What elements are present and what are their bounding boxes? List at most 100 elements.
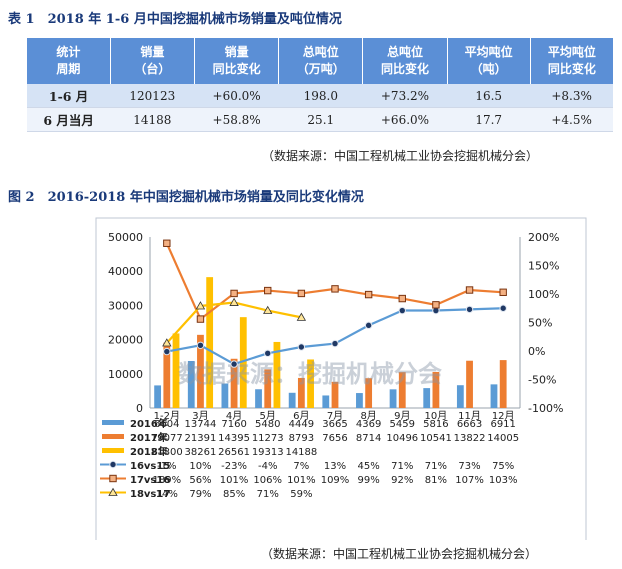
chart-bars <box>154 277 507 408</box>
x-tick-label: 6月 <box>293 410 309 422</box>
table1-source-note: （数据来源：中国工程机械工业协会挖掘机械分会） <box>262 149 539 163</box>
data-label: 109% <box>321 475 350 486</box>
table-row: 6 月当月 14188 +58.8% 25.1 +66.0% 17.7 +4.5… <box>27 107 613 132</box>
marker-17vs16 <box>230 289 238 298</box>
x-tick-label: 7月 <box>327 410 343 422</box>
table1-title: 表 1 2018 年 1-6 月中国挖掘机械市场销量及吨位情况 <box>8 12 342 27</box>
data-label: 5480 <box>255 419 280 430</box>
data-label: 6663 <box>457 419 482 430</box>
sales-table: 统计 周期 销量 （台） 销量 同比变化 总吨位 （万吨） 总吨位 同比变化 平均吨位 （吨… <box>27 38 613 132</box>
table-cell: +73.2% <box>362 84 448 108</box>
col-header-avg-tonnage-yoy: 平均吨位 同比变化 <box>530 38 613 84</box>
data-label: 7160 <box>221 419 246 430</box>
y-tick-label: 0 <box>136 402 143 415</box>
legend-label: 2017年 <box>130 431 168 444</box>
data-label: 8793 <box>289 433 314 444</box>
marker-18vs17 <box>296 312 307 321</box>
figure2-title: 图 2 2016-2018 年中国挖掘机械市场销量及同比变化情况 <box>8 190 364 205</box>
table-cell: 25.1 <box>278 107 363 132</box>
y2-tick-label: 150% <box>528 260 559 273</box>
table-cell: 16.5 <box>447 84 531 108</box>
data-label: 81% <box>425 475 447 486</box>
bar-2018年 <box>273 341 281 408</box>
col-header-sales: 销量 （台） <box>110 38 195 84</box>
y2-tick-label: 200% <box>528 231 559 244</box>
bar-2016年 <box>322 395 330 408</box>
marker-16vs15 <box>297 343 306 351</box>
legend-key-2017年 <box>102 434 124 439</box>
marker-16vs15 <box>364 321 373 330</box>
bar-2017年 <box>432 371 440 408</box>
bar-2016年 <box>490 384 498 408</box>
bar-2016年 <box>356 393 363 408</box>
col-header-tonnage: 总吨位 （万吨） <box>278 38 364 84</box>
data-label: 99% <box>358 475 380 486</box>
marker-16vs15 <box>398 306 406 315</box>
data-label: 107% <box>455 475 484 486</box>
y2-tick-label: -100% <box>528 402 563 415</box>
marker-17vs16 <box>109 474 117 483</box>
data-label: 26561 <box>218 447 250 458</box>
marker-18vs17 <box>108 487 118 496</box>
sales-chart: 0 10000 20000 30000 40000 50000 -100% -50% 0% 50%… <box>95 217 587 540</box>
marker-17vs16 <box>499 288 507 296</box>
bar-2016年 <box>456 385 464 408</box>
y2-tick-label: 50% <box>528 317 552 330</box>
x-tick-label: 5月 <box>260 410 276 422</box>
data-label: 14% <box>156 489 178 500</box>
bar-2016年 <box>255 389 262 408</box>
y-tick-label: 30000 <box>108 299 143 312</box>
y2-tick-label: 100% <box>528 288 559 301</box>
bar-2017年 <box>365 378 373 408</box>
table-header-row: 统计 周期 销量 （台） 销量 同比变化 总吨位 （万吨） 总吨位 同比变化 平均吨位 （吨… <box>27 38 613 84</box>
x-tick-label: 10月 <box>425 410 448 422</box>
data-label: 21800 <box>151 447 183 458</box>
y-tick-label: 20000 <box>108 334 143 347</box>
col-header-sales-yoy: 销量 同比变化 <box>194 38 280 84</box>
data-label: 75% <box>492 461 514 472</box>
table-cell: 198.0 <box>278 84 363 108</box>
data-label: 10541 <box>420 433 452 444</box>
legend-key-2018年 <box>102 448 124 453</box>
data-label: 85% <box>223 489 245 500</box>
data-label: 73% <box>458 461 480 472</box>
data-label: -23% <box>221 461 247 472</box>
data-label: 59% <box>290 489 312 500</box>
table-cell: 14188 <box>110 107 195 132</box>
y2-tick-label: 0% <box>528 345 545 358</box>
y2-tick-label: -50% <box>528 374 556 387</box>
x-tick-label: 12月 <box>492 410 515 422</box>
data-label: -1% <box>157 461 176 472</box>
table-cell: 17.7 <box>447 107 531 132</box>
bar-2018年 <box>307 359 314 408</box>
legend-label: 2016年 <box>130 417 168 430</box>
data-label: 7656 <box>322 433 347 444</box>
marker-16vs15 <box>230 360 238 368</box>
table-cell: +60.0% <box>194 84 279 108</box>
data-label: 101% <box>287 475 316 486</box>
data-label: 21391 <box>185 433 217 444</box>
marker-17vs16 <box>264 286 272 295</box>
bar-2017年 <box>264 369 272 408</box>
bar-2016年 <box>423 388 431 408</box>
marker-17vs16 <box>331 285 339 293</box>
data-label: 71% <box>257 489 279 500</box>
marker-17vs16 <box>297 289 306 298</box>
data-label: 4449 <box>289 419 314 430</box>
col-header-avg-tonnage: 平均吨位 （吨） <box>447 38 531 84</box>
data-label: 3665 <box>322 419 347 430</box>
data-label: 4369 <box>356 419 381 430</box>
marker-16vs15 <box>331 339 339 348</box>
bar-2016年 <box>187 360 195 408</box>
data-label: 13744 <box>185 419 217 430</box>
marker-17vs16 <box>465 286 474 294</box>
col-header-tonnage-yoy: 总吨位 同比变化 <box>362 38 448 84</box>
legend-key-2016年 <box>102 420 124 425</box>
table-cell: +58.8% <box>194 107 279 132</box>
bar-2018年 <box>172 333 180 408</box>
y-tick-label: 40000 <box>108 265 143 278</box>
data-label: 71% <box>425 461 447 472</box>
data-label: 92% <box>391 475 413 486</box>
marker-17vs16 <box>398 294 406 303</box>
x-tick-label: 3月 <box>192 410 208 422</box>
